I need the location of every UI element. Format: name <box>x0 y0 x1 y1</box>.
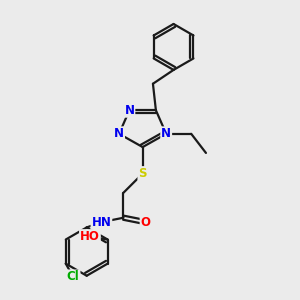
Text: N: N <box>114 127 124 140</box>
Text: N: N <box>124 104 134 117</box>
Text: HO: HO <box>80 230 100 243</box>
Text: Cl: Cl <box>67 270 80 284</box>
Text: O: O <box>141 216 151 229</box>
Text: HN: HN <box>92 216 111 229</box>
Text: N: N <box>161 127 171 140</box>
Text: S: S <box>138 167 147 180</box>
